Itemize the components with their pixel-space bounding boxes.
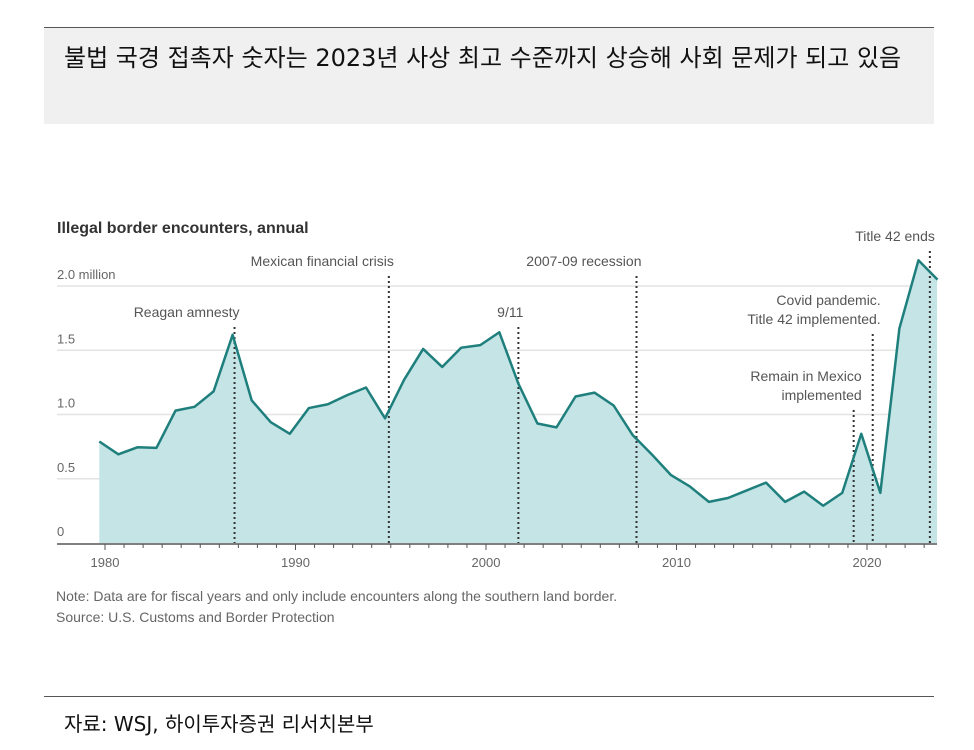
series-line	[98, 259, 939, 507]
y-tick-label: 0.5	[57, 460, 75, 475]
chart-title: Illegal border encounters, annual	[57, 220, 309, 237]
x-tick-label: 1980	[91, 555, 120, 570]
event-label: 2007-09 recession	[526, 253, 641, 269]
y-tick-label: 2.0 million	[57, 267, 116, 282]
y-tick-label: 1.0	[57, 396, 75, 411]
event-label: Covid pandemic.	[776, 292, 880, 308]
y-tick-label: 0	[57, 524, 64, 539]
event-label: Mexican financial crisis	[251, 253, 394, 269]
chart-source: Source: U.S. Customs and Border Protecti…	[56, 609, 335, 625]
chart-note: Note: Data are for fiscal years and only…	[56, 588, 618, 604]
footer-source: 자료: WSJ, 하이투자증권 리서치본부	[64, 712, 374, 736]
event-label: Remain in Mexico	[750, 368, 861, 384]
x-tick-label: 2000	[472, 555, 501, 570]
event-label: Reagan amnesty	[134, 304, 240, 320]
page-title: 불법 국경 접촉자 숫자는 2023년 사상 최고 수준까지 상승해 사회 문제…	[44, 27, 934, 124]
event-label: Title 42 implemented.	[747, 311, 880, 327]
event-label: Title 42 ends	[855, 228, 935, 244]
event-label: 9/11	[497, 304, 523, 320]
x-tick-label: 2010	[662, 555, 691, 570]
y-tick-label: 1.5	[57, 331, 75, 346]
x-tick-label: 2020	[853, 555, 882, 570]
area-fill	[99, 260, 938, 543]
x-tick-label: 1990	[281, 555, 310, 570]
footer-divider	[44, 696, 934, 697]
event-label: implemented	[782, 387, 862, 403]
